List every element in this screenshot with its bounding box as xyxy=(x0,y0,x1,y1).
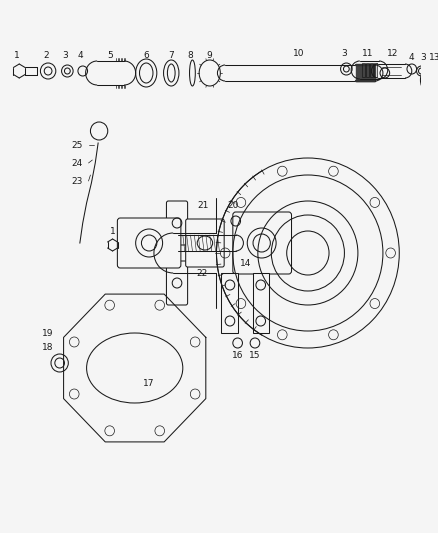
Text: 25: 25 xyxy=(71,141,83,149)
Text: 22: 22 xyxy=(196,269,208,278)
FancyBboxPatch shape xyxy=(186,219,224,267)
Text: 18: 18 xyxy=(42,343,54,352)
Text: 3: 3 xyxy=(63,51,68,60)
Text: 13: 13 xyxy=(429,52,438,61)
Text: 4: 4 xyxy=(78,51,84,60)
Text: 10: 10 xyxy=(293,49,304,58)
FancyBboxPatch shape xyxy=(233,212,292,274)
Text: 19: 19 xyxy=(42,328,54,337)
Bar xyxy=(362,63,365,77)
Text: 5: 5 xyxy=(108,51,113,60)
Text: 2: 2 xyxy=(43,51,49,60)
Text: 4: 4 xyxy=(409,52,415,61)
Bar xyxy=(366,63,369,77)
Text: 17: 17 xyxy=(143,378,155,387)
Text: 3: 3 xyxy=(342,50,347,59)
Text: 7: 7 xyxy=(168,52,174,61)
Text: 14: 14 xyxy=(240,259,251,268)
FancyBboxPatch shape xyxy=(166,261,187,305)
Text: 15: 15 xyxy=(249,351,261,359)
Bar xyxy=(370,63,373,77)
Text: 8: 8 xyxy=(187,52,193,61)
Text: 16: 16 xyxy=(232,351,244,359)
Text: 24: 24 xyxy=(71,158,83,167)
Text: 12: 12 xyxy=(387,50,398,59)
Polygon shape xyxy=(253,273,269,333)
Text: 20: 20 xyxy=(227,200,239,209)
Text: 9: 9 xyxy=(207,52,212,61)
Text: 23: 23 xyxy=(71,176,83,185)
Polygon shape xyxy=(221,273,238,333)
Bar xyxy=(374,63,377,77)
Text: 6: 6 xyxy=(143,51,149,60)
Text: 11: 11 xyxy=(362,50,373,59)
Text: 3: 3 xyxy=(420,52,426,61)
FancyBboxPatch shape xyxy=(117,218,181,268)
Text: 1: 1 xyxy=(110,227,116,236)
Text: 21: 21 xyxy=(197,200,208,209)
FancyBboxPatch shape xyxy=(166,201,187,245)
Text: 1: 1 xyxy=(14,51,20,60)
